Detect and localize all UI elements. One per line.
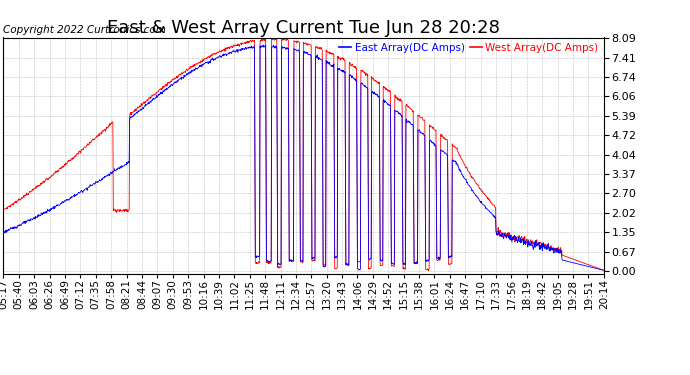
Legend: East Array(DC Amps), West Array(DC Amps): East Array(DC Amps), West Array(DC Amps): [339, 43, 598, 53]
Title: East & West Array Current Tue Jun 28 20:28: East & West Array Current Tue Jun 28 20:…: [107, 20, 500, 38]
Text: Copyright 2022 Curtronics.com: Copyright 2022 Curtronics.com: [3, 25, 166, 35]
